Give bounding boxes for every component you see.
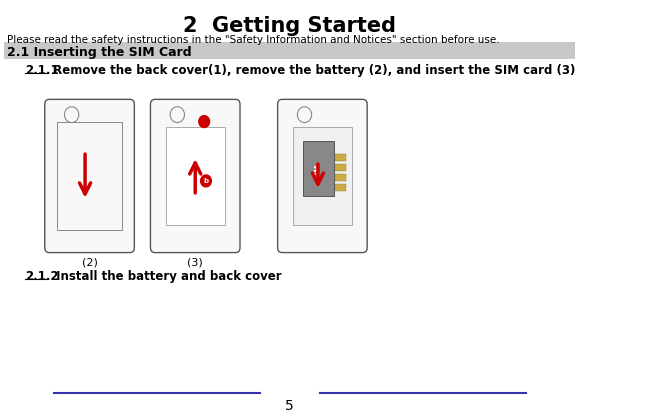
Text: 2.1.1: 2.1.1 [25,64,59,77]
Bar [58,121,122,230]
Text: Please read the safety instructions in the "Safety Information and Notices" sect: Please read the safety instructions in t… [7,35,499,45]
Bar [335,184,345,191]
Circle shape [201,175,212,187]
FancyBboxPatch shape [151,99,240,253]
Text: Remove the back cover(1), remove the battery (2), and insert the SIM card (3): Remove the back cover(1), remove the bat… [49,64,576,77]
Bar [335,154,345,161]
Bar [335,164,345,171]
Bar [303,141,334,196]
Text: (2): (2) [82,258,98,267]
Text: Install the battery and back cover: Install the battery and back cover [52,270,281,283]
Text: (3): (3) [188,258,203,267]
Bar [335,174,345,181]
FancyBboxPatch shape [45,99,135,253]
Circle shape [199,116,210,128]
Bar [5,42,575,59]
Text: 2.1.2: 2.1.2 [25,270,59,283]
FancyBboxPatch shape [278,99,367,253]
Text: SIM: SIM [315,164,321,178]
Text: 2.1 Inserting the SIM Card: 2.1 Inserting the SIM Card [7,47,192,59]
Text: 5: 5 [285,399,294,414]
Text: b: b [203,178,208,184]
Text: 2  Getting Started: 2 Getting Started [183,16,396,36]
Bar [166,126,225,225]
Bar [293,126,352,225]
